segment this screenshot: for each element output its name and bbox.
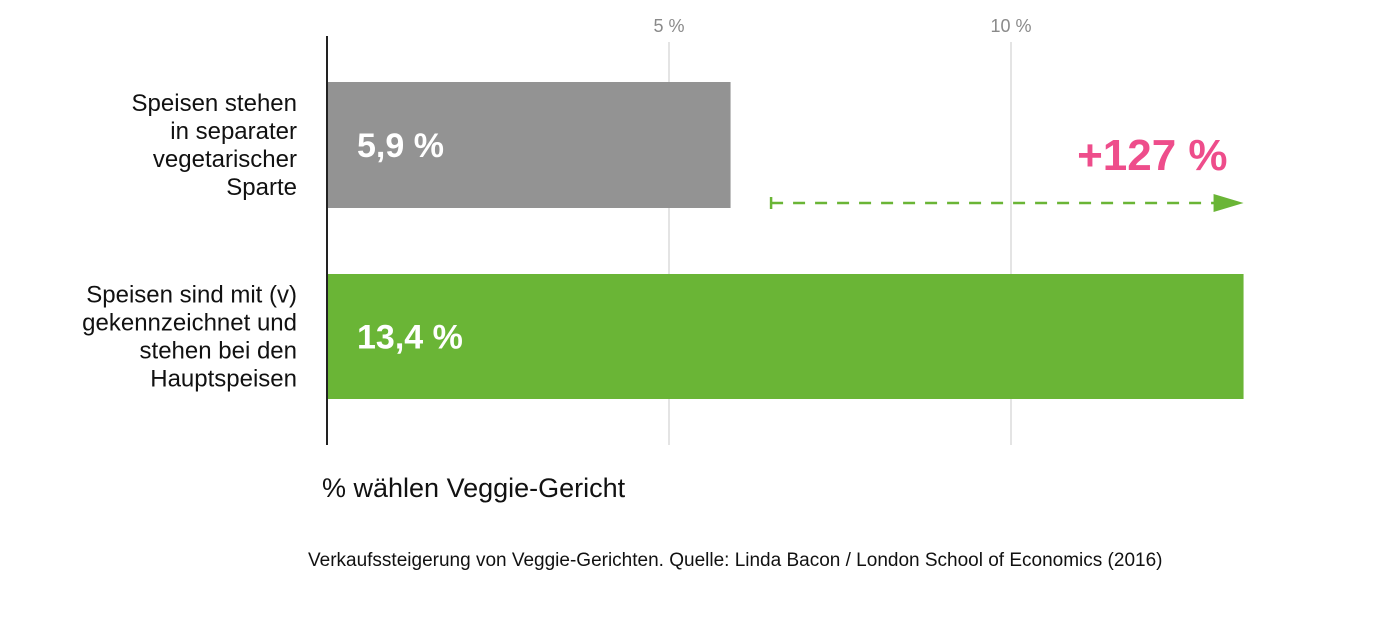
increase-annotation: +127 % [1077, 131, 1227, 180]
category-label: in separater [170, 118, 297, 145]
category-label: gekennzeichnet und [82, 310, 297, 337]
category-label: stehen bei den [140, 338, 297, 365]
bar [327, 274, 1244, 399]
category-label: Speisen stehen [132, 90, 297, 117]
category-label: Hauptspeisen [150, 366, 297, 393]
arrow-head [1213, 194, 1244, 212]
x-tick-label: 10 % [990, 16, 1031, 36]
bar [327, 82, 731, 208]
x-axis-label: % wählen Veggie-Gericht [322, 473, 626, 503]
bar-value-label: 13,4 % [357, 319, 463, 357]
category-label: Speisen sind mit (v) [86, 282, 297, 309]
category-label: vegetarischer [153, 146, 297, 173]
x-tick-label: 5 % [653, 16, 684, 36]
category-label: Sparte [226, 174, 297, 201]
source-caption: Verkaufssteigerung von Veggie-Gerichten.… [308, 550, 1163, 571]
bar-value-label: 5,9 % [357, 127, 444, 165]
